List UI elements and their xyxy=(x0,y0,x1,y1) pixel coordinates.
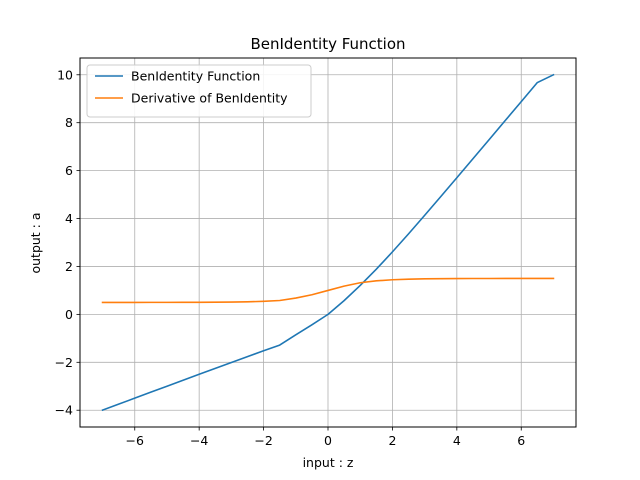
x-tick-label: 2 xyxy=(388,433,396,448)
series-line-1 xyxy=(101,73,555,412)
x-tick-label: −2 xyxy=(254,433,272,448)
series-line-2 xyxy=(101,277,555,304)
x-tick-label: 6 xyxy=(517,433,525,448)
ticks: −6 −4 −2 0 2 4 6 −4 −2 0 2 4 6 8 10 xyxy=(55,67,526,448)
y-tick-label: −4 xyxy=(55,403,73,418)
x-tick-label: 4 xyxy=(453,433,461,448)
legend-box xyxy=(86,64,312,118)
x-tick-label: −4 xyxy=(190,433,208,448)
x-tick-label: −6 xyxy=(126,433,144,448)
y-tick-label: 4 xyxy=(65,211,73,226)
grid xyxy=(80,58,576,427)
legend-label: Derivative of BenIdentity xyxy=(131,91,288,106)
y-tick-label: −2 xyxy=(55,355,73,370)
x-tick-label: 0 xyxy=(324,433,332,448)
y-axis-label: output : a xyxy=(28,212,43,273)
y-tick-label: 0 xyxy=(65,307,73,322)
y-tick-label: 2 xyxy=(65,259,73,274)
y-tick-label: 6 xyxy=(65,163,73,178)
legend: BenIdentity Function Derivative of BenIde… xyxy=(86,64,312,118)
chart-title: BenIdentity Function xyxy=(250,35,405,53)
x-axis-label: input : z xyxy=(303,455,354,470)
legend-label: BenIdentity Function xyxy=(131,69,260,84)
y-tick-label: 10 xyxy=(57,67,73,82)
series-layer xyxy=(101,73,555,412)
y-tick-label: 8 xyxy=(65,115,73,130)
